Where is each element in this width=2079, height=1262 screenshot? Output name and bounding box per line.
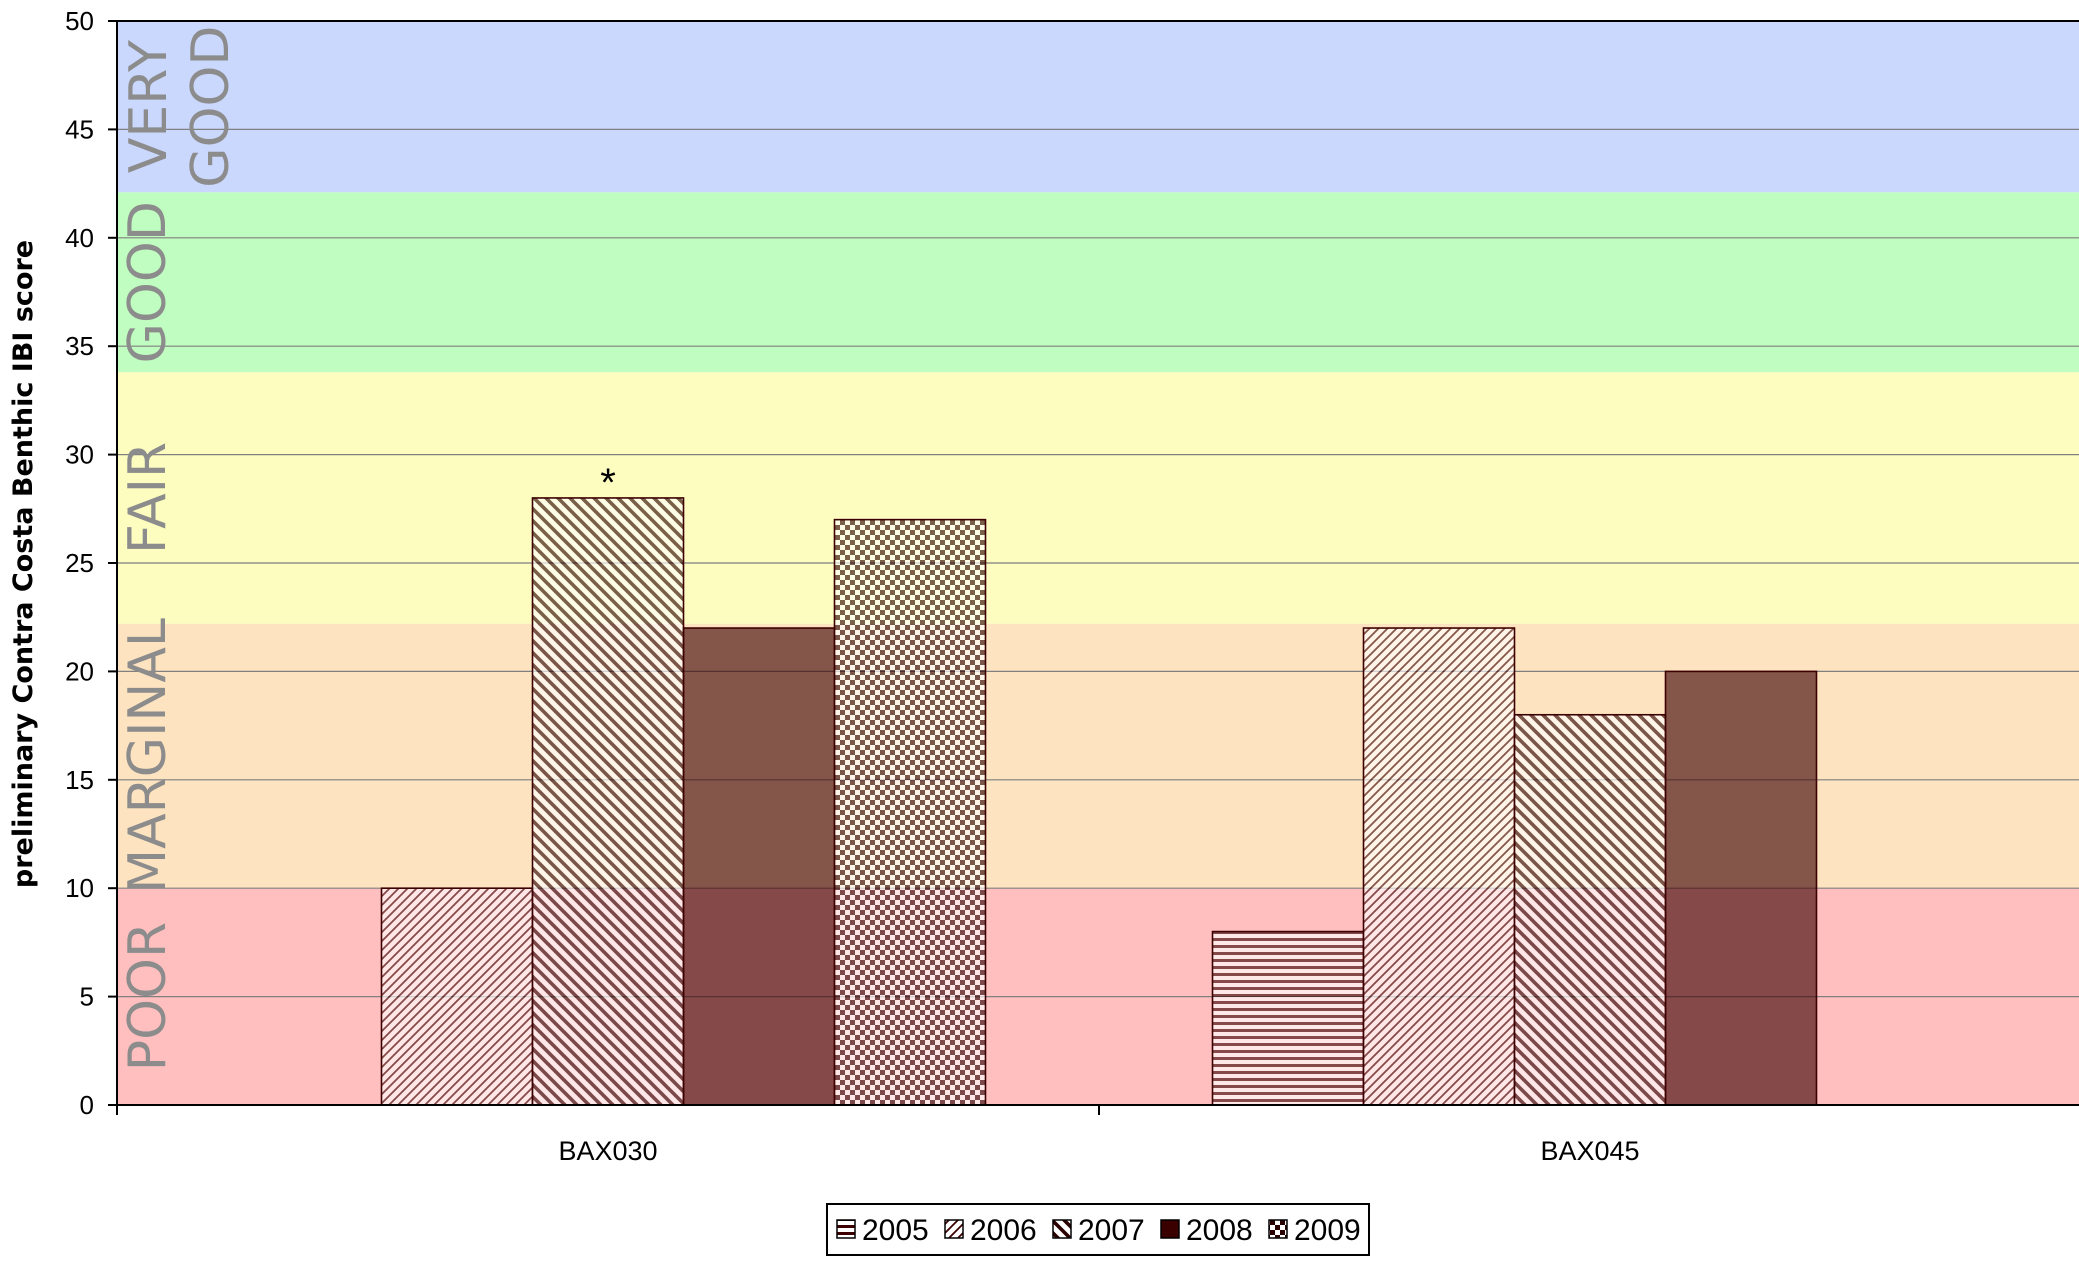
- bar-bax030-2006: [380, 887, 534, 1106]
- x-category-labels: BAX030 BAX045: [558, 1136, 1639, 1166]
- band-label: MARGINAL: [118, 618, 178, 894]
- y-tick-label: 10: [65, 873, 94, 903]
- band-very-good: [117, 21, 2079, 193]
- y-tick-label: 5: [80, 982, 94, 1012]
- bar-bax045-2005: [1211, 930, 1365, 1106]
- y-tick-label: 0: [80, 1090, 94, 1120]
- band-label-line: GOOD: [181, 26, 241, 188]
- y-tick-label: 45: [65, 114, 94, 144]
- band-label: FAIR: [118, 442, 178, 554]
- legend-box: [826, 1203, 1370, 1256]
- legend-label-2007: 2007: [1078, 1214, 1145, 1247]
- y-axis-label: preliminary Contra Costa Benthic IBI sco…: [8, 240, 39, 888]
- band-good: [117, 192, 2079, 373]
- axes: [108, 20, 2079, 1115]
- gridlines: [117, 20, 2079, 1106]
- band-label-line: VERY: [119, 40, 179, 173]
- legend-swatch-2009: [1268, 1219, 1288, 1239]
- y-tick-label: 35: [65, 331, 94, 361]
- band-fair: [117, 372, 2079, 624]
- y-tick-label: 20: [65, 656, 94, 686]
- legend-label-2006: 2006: [970, 1214, 1037, 1247]
- legend: 2005 2006 2007 2008 2009: [826, 1203, 1370, 1256]
- bar-bax030-2008: [682, 627, 836, 1106]
- x-category-label: BAX045: [1540, 1136, 1639, 1166]
- annotations: *: [600, 461, 616, 505]
- band-label: POOR: [118, 922, 178, 1071]
- legend-label-2005: 2005: [862, 1214, 929, 1247]
- legend-swatch-2006: [944, 1219, 964, 1239]
- band-label: VERYGOOD: [119, 26, 241, 188]
- significance-asterisk: *: [600, 461, 616, 505]
- legend-label-2008: 2008: [1186, 1214, 1253, 1247]
- bar-bax045-2007: [1513, 713, 1667, 1106]
- y-tick-labels: 0 5 10 15 20 25 30 35 40 45 50: [65, 6, 94, 1120]
- bar-series: [380, 497, 1818, 1106]
- y-tick-label: 40: [65, 223, 94, 253]
- legend-swatch-2005: [836, 1219, 856, 1239]
- legend-label-2009: 2009: [1294, 1214, 1361, 1247]
- bar-bax030-2007: [531, 497, 685, 1106]
- bar-bax030-2009: [833, 518, 987, 1106]
- legend-swatch-2008: [1160, 1219, 1180, 1239]
- y-tick-label: 50: [65, 6, 94, 36]
- bar-bax045-2006: [1362, 627, 1516, 1106]
- band-label: GOOD: [118, 201, 178, 363]
- y-tick-label: 25: [65, 548, 94, 578]
- legend-swatch-2007: [1052, 1219, 1072, 1239]
- y-tick-label: 30: [65, 440, 94, 470]
- x-category-label: BAX030: [558, 1136, 657, 1166]
- y-tick-label: 15: [65, 765, 94, 795]
- bar-bax045-2008: [1664, 670, 1818, 1106]
